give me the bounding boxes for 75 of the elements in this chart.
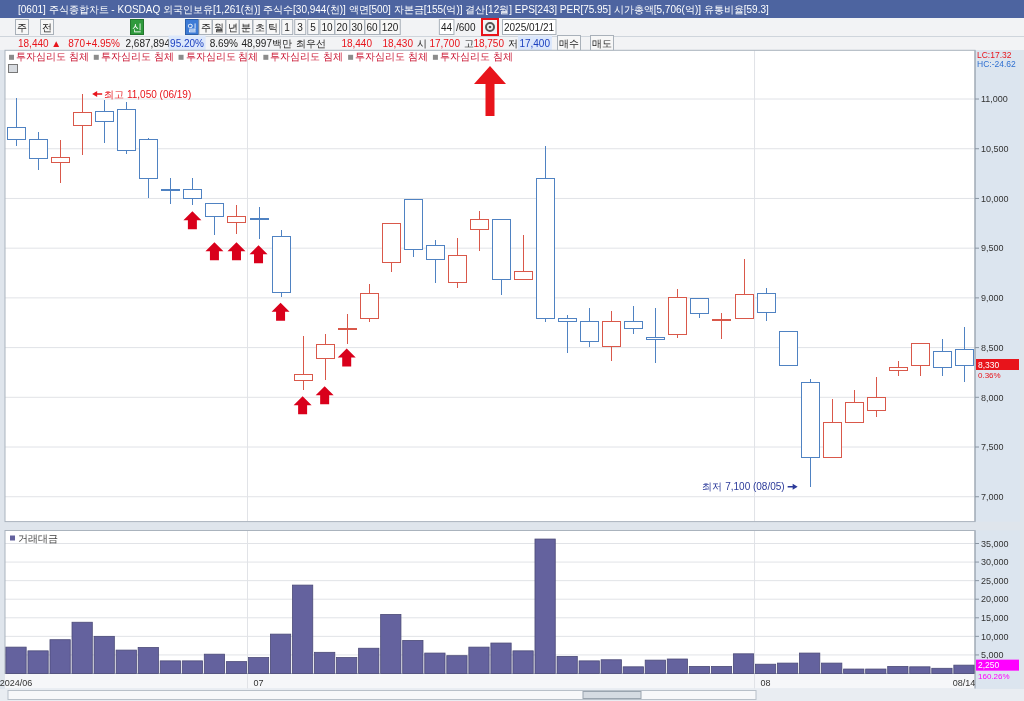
- x-tick-label: 2024/06: [0, 677, 33, 688]
- toolbar-text: 고: [464, 38, 474, 49]
- axis-note: HC:-24.62: [977, 58, 1016, 69]
- legend-text: 거래대금: [18, 532, 58, 544]
- annotation: 최고 11,050 (06/19): [104, 88, 192, 100]
- y-tick-label: 9,000: [981, 293, 1004, 304]
- indicator-text: 투자심리도 침체: [270, 51, 344, 63]
- toolbar-text: 870: [68, 38, 85, 49]
- indicator-text: 투자심리도 침체: [355, 51, 428, 63]
- toolbar-text: 95.20%: [170, 38, 204, 49]
- toolbar-text: 18,440: [341, 38, 372, 49]
- toolbar-text: 60: [366, 22, 378, 33]
- indicator-text: 투자심리도 침체: [185, 51, 259, 63]
- y-tick-label: 8,000: [981, 392, 1004, 403]
- y-tick-label: 11,000: [981, 94, 1008, 105]
- y-tick-label: 7,000: [981, 491, 1004, 502]
- toolbar-text: 일: [187, 22, 197, 33]
- toolbar-text: 1: [284, 22, 290, 33]
- axis-note: 160.26%: [978, 671, 1010, 681]
- toolbar-text: 48,997백만: [241, 38, 292, 49]
- y-tick-label: 10,500: [981, 143, 1009, 154]
- toolbar-text: 최우선: [296, 38, 326, 49]
- y-tick-label: 7,500: [981, 442, 1004, 453]
- value-tag-text: 8,330: [978, 359, 1000, 370]
- y-tick-label: 15,000: [981, 613, 1009, 623]
- indicator-text: 투자심리도 침체: [100, 51, 174, 63]
- value-tag-text: 2,250: [978, 660, 1000, 671]
- y-tick-label: 30,000: [981, 557, 1009, 568]
- y-tick-label: 25,000: [981, 575, 1009, 586]
- toolbar-text: 17,400: [519, 38, 550, 49]
- toolbar-text: 신: [132, 22, 142, 33]
- toolbar-text: 3: [297, 22, 303, 33]
- x-tick-label: 08: [760, 677, 771, 688]
- y-tick-label: 9,500: [981, 243, 1004, 254]
- toolbar-text: 매수: [559, 38, 579, 49]
- toolbar-text: 2025/01/21: [504, 22, 555, 33]
- toolbar-text: 20: [336, 22, 348, 33]
- toolbar-text: 초: [254, 22, 265, 33]
- toolbar-text: 월: [214, 22, 224, 33]
- axis-note: LC:17.32: [977, 50, 1012, 61]
- toolbar-text: 년: [227, 22, 238, 33]
- y-tick-label: 5,000: [981, 650, 1004, 661]
- toolbar-text: 틱: [268, 22, 278, 33]
- y-tick-label: 35,000: [981, 538, 1009, 549]
- y-tick-label: 20,000: [981, 594, 1009, 605]
- toolbar-text: 120: [381, 22, 399, 33]
- toolbar-text: 분: [241, 22, 251, 33]
- toolbar-text: 저: [508, 38, 518, 49]
- y-tick-label: 8,500: [981, 342, 1004, 353]
- toolbar-text: 5: [310, 22, 316, 33]
- toolbar-text: 30: [351, 22, 363, 33]
- annotation: 최저 7,100 (08/05): [702, 481, 785, 493]
- toolbar-text: 매도: [592, 38, 612, 49]
- toolbar-text: 주: [200, 22, 211, 33]
- x-tick-label: 08/14: [952, 677, 976, 688]
- toolbar-text: +4.95%: [85, 38, 120, 49]
- title: [0601] 주식종합차트 - KOSDAQ 외국인보유[1,261(천)] 주식수[30,944(천)] 액면[500] 자본금[155(억)] 결산[12월] EPS[243] PER[75.95] 시가총액[5,706(억)] 유통비율[59.3]: [18, 4, 769, 15]
- toolbar-text: /600: [456, 22, 476, 33]
- toolbar-text: 17,700: [429, 38, 460, 49]
- toolbar-text: 시: [417, 38, 427, 49]
- toolbar-text: 18,440 ▲: [18, 38, 62, 49]
- toolbar-text: 주: [17, 22, 27, 33]
- toolbar-text: 44: [440, 22, 452, 33]
- indicator-text: 투자심리도 침체: [439, 51, 513, 63]
- y-tick-label: 10,000: [981, 193, 1009, 204]
- axis-note: 0.36%: [978, 371, 1001, 380]
- toolbar-text: 8.69%: [209, 38, 238, 49]
- toolbar-text: 18,430: [382, 38, 413, 49]
- toolbar-text: 10: [321, 22, 333, 33]
- toolbar-text: 전: [42, 22, 52, 33]
- indicator-text: 투자심리도 침체: [16, 51, 89, 63]
- x-tick-label: 07: [253, 677, 264, 688]
- toolbar-text: 18,750: [473, 38, 504, 49]
- toolbar-text: 2,687,894: [125, 38, 170, 49]
- y-tick-label: 10,000: [981, 631, 1009, 642]
